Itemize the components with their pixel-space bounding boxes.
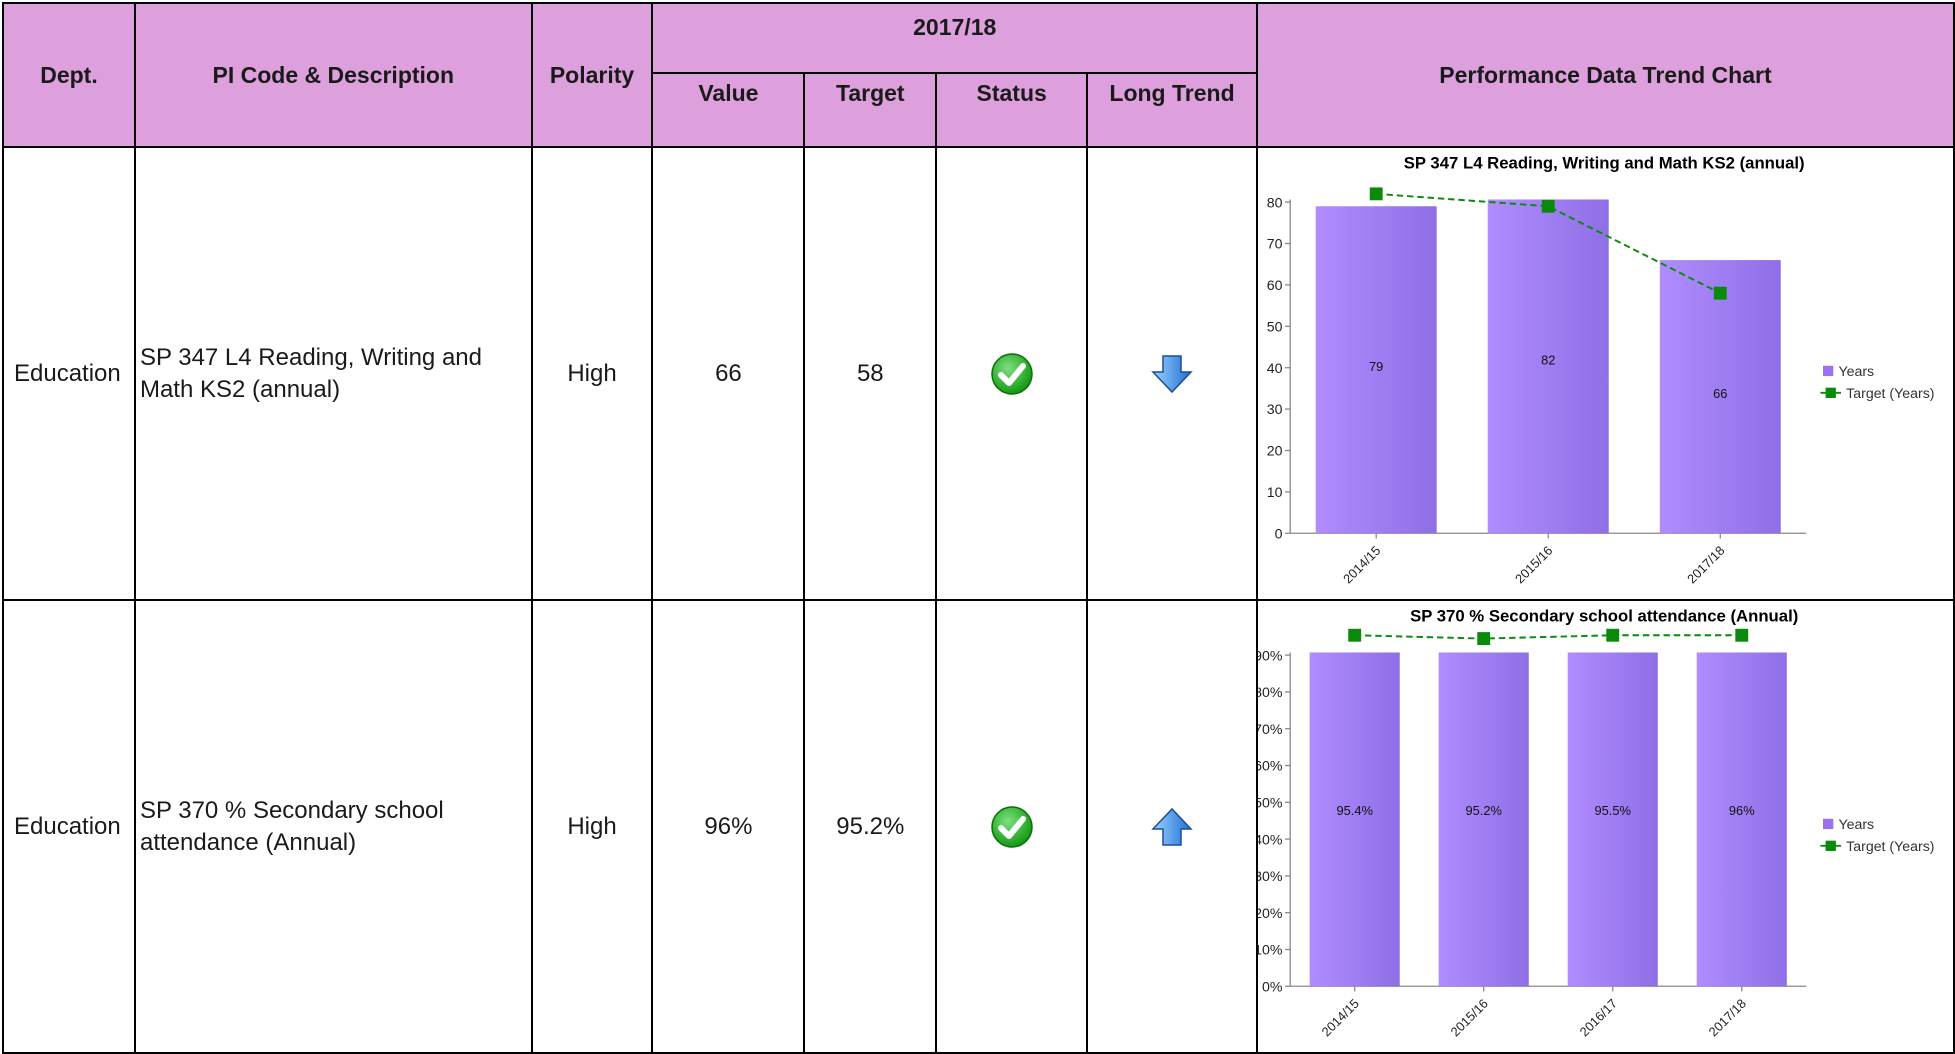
y-tick-label: 40 xyxy=(1267,361,1283,377)
y-tick-label: 60% xyxy=(1258,759,1283,775)
value-cell: 66 xyxy=(651,146,806,601)
header-status: Status xyxy=(935,72,1089,148)
bar-label: 79 xyxy=(1369,359,1383,374)
bar xyxy=(1487,199,1609,534)
header-value: Value xyxy=(651,72,806,148)
legend-label-target: Target (Years) xyxy=(1846,839,1934,855)
bar-label: 95.5% xyxy=(1594,803,1630,818)
status-cell xyxy=(935,599,1089,1054)
y-tick-label: 50 xyxy=(1267,319,1283,335)
bar-label: 96% xyxy=(1729,803,1755,818)
x-tick-label: 2015/16 xyxy=(1447,996,1490,1040)
y-tick-label: 30% xyxy=(1258,869,1283,885)
x-tick-label: 2017/18 xyxy=(1684,543,1727,587)
chart-title: SP 347 L4 Reading, Writing and Math KS2 … xyxy=(1404,154,1805,173)
y-tick-label: 90% xyxy=(1258,648,1283,664)
trend-chart: SP 370 % Secondary school attendance (An… xyxy=(1258,607,1935,1040)
y-tick-label: 80 xyxy=(1267,195,1283,211)
chart-title: SP 370 % Secondary school attendance (An… xyxy=(1410,607,1798,626)
legend-swatch-target xyxy=(1825,387,1836,398)
target-line xyxy=(1376,192,1721,295)
header-chart: Performance Data Trend Chart xyxy=(1255,2,1955,148)
target-cell: 58 xyxy=(803,146,938,601)
target-point xyxy=(1348,628,1362,642)
bar-label: 95.2% xyxy=(1465,803,1501,818)
trend-cell xyxy=(1086,599,1258,1054)
header-polarity: Polarity xyxy=(530,2,654,148)
target-cell: 95.2% xyxy=(803,599,938,1054)
green-check-icon xyxy=(990,352,1034,395)
y-tick-label: 10% xyxy=(1258,943,1283,959)
target-point xyxy=(1713,286,1727,300)
header-long-trend: Long Trend xyxy=(1086,72,1258,148)
x-tick-label: 2014/15 xyxy=(1318,996,1361,1040)
x-tick-label: 2016/17 xyxy=(1576,996,1619,1040)
bar xyxy=(1309,652,1400,987)
y-tick-label: 10 xyxy=(1267,485,1283,501)
target-point xyxy=(1541,199,1555,213)
polarity-cell: High xyxy=(530,599,654,1054)
x-tick-label: 2017/18 xyxy=(1706,996,1749,1040)
header-target: Target xyxy=(803,72,938,148)
bar-label: 82 xyxy=(1541,352,1555,367)
arrow-up-icon xyxy=(1150,807,1194,846)
bar xyxy=(1659,260,1781,534)
arrow-down-icon xyxy=(1150,354,1194,393)
header-year: 2017/18 xyxy=(651,2,1258,74)
legend-label-target: Target (Years) xyxy=(1846,386,1934,402)
header-pi-code: PI Code & Description xyxy=(133,2,533,148)
bar xyxy=(1315,206,1437,534)
bar xyxy=(1696,652,1787,987)
bar xyxy=(1438,652,1529,987)
legend-swatch-years xyxy=(1822,365,1834,377)
dept-cell: Education xyxy=(2,599,136,1054)
target-point xyxy=(1477,632,1491,646)
y-tick-label: 20% xyxy=(1258,906,1283,922)
legend-label-years: Years xyxy=(1838,364,1874,380)
pi-description: SP 370 % Secondary school attendance (An… xyxy=(133,599,533,1054)
polarity-cell: High xyxy=(530,146,654,601)
y-tick-label: 0% xyxy=(1262,979,1283,995)
y-tick-label: 50% xyxy=(1258,795,1283,811)
trend-chart-cell: SP 370 % Secondary school attendance (An… xyxy=(1255,599,1955,1054)
pi-description: SP 347 L4 Reading, Writing and Math KS2 … xyxy=(133,146,533,601)
x-tick-label: 2015/16 xyxy=(1512,543,1555,587)
status-cell xyxy=(935,146,1089,601)
x-tick-label: 2014/15 xyxy=(1340,543,1383,587)
y-tick-label: 0 xyxy=(1275,526,1283,542)
target-point xyxy=(1606,628,1620,642)
dept-cell: Education xyxy=(2,146,136,601)
trend-chart-cell: SP 347 L4 Reading, Writing and Math KS2 … xyxy=(1255,146,1955,601)
bar xyxy=(1567,652,1658,987)
header-dept: Dept. xyxy=(2,2,136,148)
legend-swatch-years xyxy=(1822,818,1834,830)
target-point xyxy=(1735,628,1749,642)
y-tick-label: 30 xyxy=(1267,402,1283,418)
y-tick-label: 80% xyxy=(1258,685,1283,701)
trend-cell xyxy=(1086,146,1258,601)
bar-label: 66 xyxy=(1713,386,1727,401)
y-tick-label: 70 xyxy=(1267,237,1283,253)
y-tick-label: 40% xyxy=(1258,832,1283,848)
bar-label: 95.4% xyxy=(1336,803,1372,818)
table-row: Education SP 370 % Secondary school atte… xyxy=(2,599,1955,1054)
target-point xyxy=(1369,187,1383,201)
legend-swatch-target xyxy=(1825,840,1836,851)
value-cell: 96% xyxy=(651,599,806,1054)
y-tick-label: 20 xyxy=(1267,444,1283,460)
target-line xyxy=(1354,634,1742,640)
green-check-icon xyxy=(990,805,1034,848)
table-row: Education SP 347 L4 Reading, Writing and… xyxy=(2,146,1955,601)
y-tick-label: 70% xyxy=(1258,722,1283,738)
y-tick-label: 60 xyxy=(1267,278,1283,294)
legend-label-years: Years xyxy=(1838,817,1874,833)
trend-chart: SP 347 L4 Reading, Writing and Math KS2 … xyxy=(1267,154,1935,587)
